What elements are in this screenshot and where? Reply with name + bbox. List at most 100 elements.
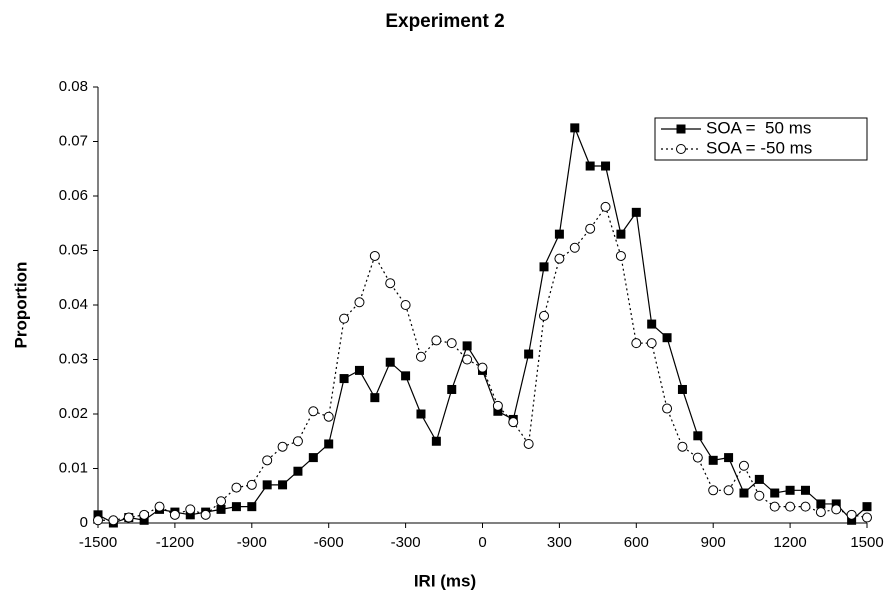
- x-tick-label: -900: [237, 534, 267, 551]
- marker: [247, 502, 257, 512]
- x-tick-label: -1200: [156, 534, 194, 551]
- legend-label: SOA = 50 ms: [706, 118, 811, 137]
- marker: [385, 357, 395, 367]
- marker: [539, 310, 550, 321]
- marker: [831, 504, 842, 515]
- marker: [462, 341, 472, 351]
- marker: [262, 455, 273, 466]
- marker: [493, 406, 503, 416]
- marker: [231, 482, 242, 493]
- chart-title: Experiment 2: [385, 11, 504, 32]
- marker: [785, 485, 795, 495]
- x-tick-label: -300: [391, 534, 421, 551]
- marker: [462, 354, 473, 365]
- x-tick-label: 300: [547, 534, 572, 551]
- marker: [108, 515, 119, 526]
- marker: [354, 297, 365, 308]
- marker: [139, 509, 150, 520]
- marker: [216, 504, 226, 514]
- marker: [278, 480, 288, 490]
- marker: [431, 436, 441, 446]
- marker: [600, 201, 611, 212]
- marker: [754, 490, 765, 501]
- marker: [646, 338, 657, 349]
- marker: [492, 400, 503, 411]
- marker: [585, 161, 595, 171]
- x-axis-label: IRI (ms): [414, 571, 476, 590]
- marker: [815, 507, 826, 518]
- marker: [200, 509, 211, 520]
- y-tick-label: 0.06: [59, 187, 88, 204]
- marker: [308, 453, 318, 463]
- marker: [401, 371, 411, 381]
- x-tick-label: 1200: [773, 534, 806, 551]
- marker: [585, 223, 596, 234]
- marker: [246, 479, 257, 490]
- y-tick-label: 0.04: [59, 296, 88, 313]
- marker: [447, 384, 457, 394]
- y-tick-label: 0.01: [59, 459, 88, 476]
- marker: [292, 436, 303, 447]
- marker: [354, 365, 364, 375]
- marker: [631, 338, 642, 349]
- marker: [308, 406, 319, 417]
- x-tick-label: 0: [478, 534, 486, 551]
- marker: [508, 417, 519, 428]
- marker: [554, 253, 565, 264]
- marker: [570, 123, 580, 133]
- marker: [293, 466, 303, 476]
- marker: [446, 338, 457, 349]
- marker: [616, 229, 626, 239]
- marker: [631, 207, 641, 217]
- y-tick-label: 0.08: [59, 78, 88, 95]
- marker: [369, 250, 380, 261]
- marker: [846, 509, 857, 520]
- marker: [231, 502, 241, 512]
- marker: [169, 509, 180, 520]
- y-tick-label: 0: [80, 514, 88, 531]
- marker: [662, 333, 672, 343]
- x-tick-label: -1500: [79, 534, 117, 551]
- x-tick-label: -600: [314, 534, 344, 551]
- x-tick-label: 1500: [850, 534, 883, 551]
- marker: [615, 250, 626, 261]
- marker: [123, 512, 134, 523]
- marker: [724, 453, 734, 463]
- marker: [154, 501, 165, 512]
- x-tick-label: 600: [624, 534, 649, 551]
- marker: [693, 431, 703, 441]
- marker: [647, 319, 657, 329]
- marker: [862, 512, 872, 523]
- marker: [262, 480, 272, 490]
- marker: [323, 411, 334, 422]
- marker: [216, 496, 227, 507]
- marker: [708, 485, 719, 496]
- marker: [677, 384, 687, 394]
- marker: [93, 515, 103, 526]
- marker: [770, 488, 780, 498]
- marker: [523, 438, 534, 449]
- marker: [862, 502, 872, 512]
- legend-marker: [676, 144, 686, 154]
- marker: [800, 485, 810, 495]
- marker: [400, 300, 411, 310]
- legend-box: [654, 117, 868, 161]
- marker: [277, 441, 288, 452]
- marker: [569, 242, 580, 253]
- marker: [554, 229, 564, 239]
- y-tick-label: 0.02: [59, 405, 88, 422]
- marker: [723, 485, 734, 496]
- marker: [339, 313, 350, 324]
- legend-label: SOA = -50 ms: [706, 138, 812, 157]
- marker: [708, 455, 718, 465]
- marker: [416, 409, 426, 419]
- series-line: [98, 205, 868, 521]
- marker: [800, 501, 811, 512]
- marker: [139, 515, 149, 525]
- marker: [185, 510, 195, 520]
- marker: [185, 504, 196, 515]
- y-tick-label: 0.05: [59, 241, 88, 258]
- marker: [524, 349, 534, 359]
- marker: [738, 460, 749, 471]
